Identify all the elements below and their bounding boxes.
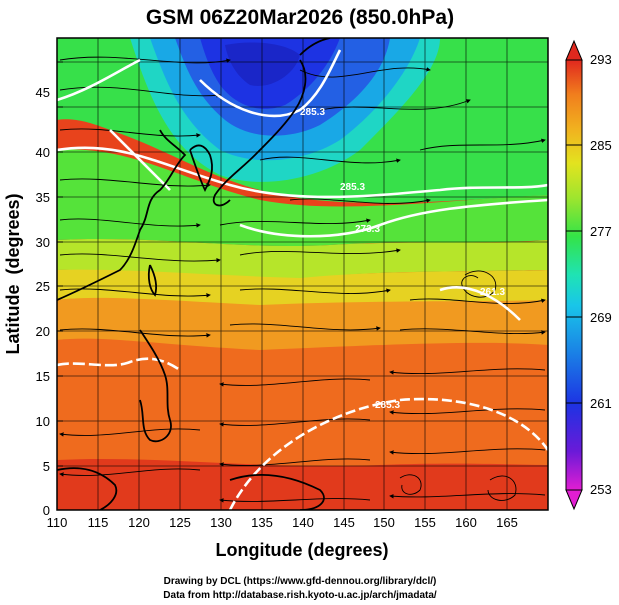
contour-label: 285.3 [375, 400, 400, 411]
contour-label: 285.3 [300, 107, 325, 118]
colorbar-label: 277 [590, 224, 612, 239]
x-tick-label: 135 [251, 515, 273, 530]
contour-labels: 285.3 285.3 273.3 261.3 285.3 [300, 107, 505, 411]
coastlines [57, 38, 331, 510]
contour-label: 273.3 [355, 224, 380, 235]
map-title: GSM 06Z20Mar2026 (850.0hPa) [146, 6, 454, 29]
colorbar-gradient [565, 59, 583, 491]
colorbar: 293 285 277 269 261 253 [565, 39, 612, 511]
y-tick-label: 25 [36, 279, 50, 294]
wind-streamlines [59, 56, 546, 503]
y-axis-title: Latitude (degrees) [3, 193, 23, 354]
y-tick-marks [57, 61, 63, 511]
x-tick-label: 130 [210, 515, 232, 530]
x-tick-label: 115 [88, 515, 109, 530]
colorbar-label: 269 [590, 310, 612, 325]
x-axis-title: Longitude (degrees) [215, 540, 388, 560]
x-tick-label: 125 [169, 515, 191, 530]
contour-label: 285.3 [340, 182, 365, 193]
colorbar-label: 261 [590, 396, 612, 411]
credit-data: Data from http://database.rish.kyoto-u.a… [163, 590, 437, 601]
y-tick-label: 30 [36, 235, 50, 250]
colorbar-label: 293 [590, 52, 612, 67]
y-tick-label: 15 [36, 369, 50, 384]
y-tick-label: 45 [36, 85, 50, 100]
temperature-contours [57, 49, 548, 510]
y-tick-label: 0 [43, 503, 50, 518]
x-tick-label: 145 [333, 515, 355, 530]
y-tick-label: 10 [36, 414, 50, 429]
contour-label: 261.3 [480, 287, 505, 298]
x-tick-label: 155 [414, 515, 436, 530]
y-tick-labels: 0 5 10 15 20 25 30 35 40 45 [36, 85, 50, 518]
x-tick-label: 110 [47, 515, 68, 530]
x-tick-label: 165 [496, 515, 518, 530]
colorbar-bottom-arrow [565, 489, 583, 511]
x-tick-labels: 110 115 120 125 130 135 140 145 150 155 … [47, 515, 518, 530]
colorbar-label: 253 [590, 482, 612, 497]
y-tick-label: 40 [36, 145, 50, 160]
colorbar-label: 285 [590, 138, 612, 153]
x-tick-label: 150 [373, 515, 395, 530]
plot-frame [56, 37, 549, 511]
y-tick-label: 35 [36, 190, 50, 205]
x-tick-label: 120 [128, 515, 150, 530]
x-tick-label: 140 [292, 515, 314, 530]
y-tick-label: 5 [43, 459, 50, 474]
x-tick-label: 160 [455, 515, 477, 530]
y-tick-label: 20 [36, 324, 50, 339]
colorbar-top-arrow [565, 39, 583, 61]
credit-drawing: Drawing by DCL (https://www.gfd-dennou.o… [164, 576, 437, 587]
